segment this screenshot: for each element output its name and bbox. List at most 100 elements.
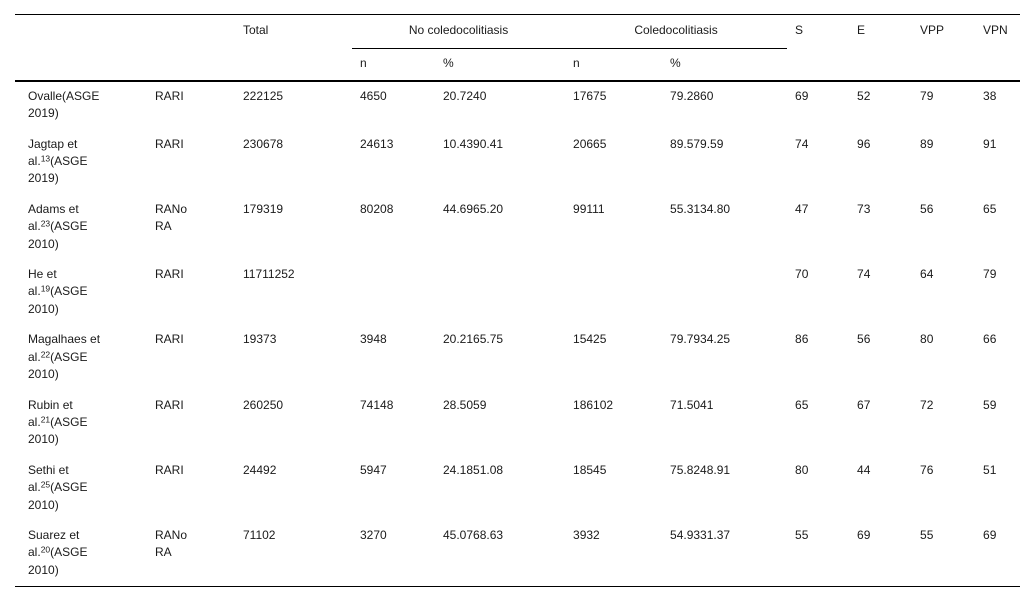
total-cell: 71102 bbox=[243, 527, 276, 542]
results-table: Total No coledocolitiasis Coledocolitias… bbox=[15, 14, 1021, 588]
no-n-cell: 5947 bbox=[360, 462, 387, 477]
vpp-cell: 56 bbox=[920, 201, 934, 216]
vpn-cell: 91 bbox=[983, 136, 997, 151]
vpp-cell: 64 bbox=[920, 267, 934, 282]
table-row: Sethi et al.25(ASGE 2010) RARI 24492 594… bbox=[15, 456, 1020, 521]
yes-n-cell: 20665 bbox=[573, 136, 607, 151]
type-cell: RARI bbox=[155, 267, 184, 282]
vpp-cell: 55 bbox=[920, 527, 934, 542]
study-superscript-ref: 25 bbox=[40, 479, 51, 490]
type-cell: RANo RA bbox=[155, 527, 188, 560]
vpn-cell: 65 bbox=[983, 201, 997, 216]
no-pct-cell: 20.2165.75 bbox=[443, 332, 504, 347]
s-cell: 47 bbox=[795, 201, 809, 216]
study-superscript-ref: 22 bbox=[40, 349, 51, 360]
empty-header-cell bbox=[787, 48, 850, 82]
s-cell: 74 bbox=[795, 136, 809, 151]
header-row-groups: Total No coledocolitiasis Coledocolitias… bbox=[15, 14, 1020, 50]
study-name: Adams et al. bbox=[28, 201, 79, 234]
s-cell: 70 bbox=[795, 267, 809, 282]
no-n-cell: 80208 bbox=[360, 201, 394, 216]
study-cell: He et al.19(ASGE 2010) bbox=[15, 260, 147, 325]
e-cell: 96 bbox=[857, 136, 871, 151]
yes-pct-cell: 71.5041 bbox=[670, 397, 714, 412]
no-n-cell: 74148 bbox=[360, 397, 394, 412]
study-cell: Sethi et al.25(ASGE 2010) bbox=[15, 456, 147, 521]
vpp-cell: 89 bbox=[920, 136, 934, 151]
s-cell: 65 bbox=[795, 397, 809, 412]
study-name-suffix: (ASGE 2010) bbox=[28, 284, 88, 316]
e-cell: 56 bbox=[857, 332, 871, 347]
e-cell: 44 bbox=[857, 462, 871, 477]
table-row: Magalhaes et al.22(ASGE 2010) RARI 19373… bbox=[15, 325, 1020, 390]
yes-pct-cell bbox=[662, 260, 787, 325]
table-row: Jagtap et al.13(ASGE 2019) RARI 230678 2… bbox=[15, 130, 1020, 195]
no-pct-cell: 45.0768.63 bbox=[443, 527, 504, 542]
vpp-cell: 79 bbox=[920, 88, 934, 103]
study-name-suffix: (ASGE 2010) bbox=[28, 219, 88, 251]
s-cell: 55 bbox=[795, 527, 809, 542]
yes-pct-cell: 79.7934.25 bbox=[670, 332, 731, 347]
yes-n-cell bbox=[565, 260, 662, 325]
study-name: Magalhaes et al. bbox=[28, 332, 101, 364]
type-cell: RARI bbox=[155, 462, 184, 477]
no-pct-cell: 44.6965.20 bbox=[443, 201, 504, 216]
type-cell: RARI bbox=[155, 332, 184, 347]
group-header-no-coledocolitiasis: No coledocolitiasis bbox=[352, 14, 566, 50]
study-name-suffix: (ASGE 2019) bbox=[28, 154, 88, 186]
subheader-no-pct: % bbox=[435, 48, 566, 82]
vpn-cell: 79 bbox=[983, 267, 997, 282]
study-name-suffix: (ASGE 2010) bbox=[28, 545, 88, 577]
yes-n-cell: 18545 bbox=[573, 462, 607, 477]
header-row-subcolumns: n % n % bbox=[15, 48, 1021, 82]
e-cell: 73 bbox=[857, 201, 871, 216]
vpn-cell: 51 bbox=[983, 462, 997, 477]
total-cell: 24492 bbox=[243, 462, 277, 477]
table-row: Rubin et al.21(ASGE 2010) RARI 260250 74… bbox=[15, 391, 1020, 456]
no-pct-cell: 20.7240 bbox=[443, 88, 487, 103]
s-cell: 69 bbox=[795, 88, 809, 103]
empty-header-cell bbox=[15, 15, 147, 49]
no-pct-cell: 10.4390.41 bbox=[443, 136, 504, 151]
study-cell: Jagtap et al.13(ASGE 2019) bbox=[15, 130, 147, 195]
table-row: Suarez et al.20(ASGE 2010) RANo RA 71102… bbox=[15, 521, 1020, 587]
total-cell: 11711252 bbox=[243, 267, 295, 282]
type-cell: RARI bbox=[155, 88, 184, 103]
yes-n-cell: 15425 bbox=[573, 332, 607, 347]
no-n-cell: 3270 bbox=[360, 527, 387, 542]
e-cell: 69 bbox=[857, 527, 871, 542]
empty-header-cell bbox=[15, 48, 147, 82]
study-name-suffix: (ASGE 2010) bbox=[28, 480, 88, 512]
study-name: Ovalle(ASGE 2019) bbox=[28, 88, 100, 121]
no-n-cell: 24613 bbox=[360, 136, 394, 151]
total-cell: 222125 bbox=[243, 88, 284, 103]
empty-header-cell bbox=[147, 48, 235, 82]
empty-header-cell bbox=[975, 48, 1021, 82]
study-name-suffix: (ASGE 2010) bbox=[28, 349, 88, 382]
type-cell: RARI bbox=[155, 397, 184, 412]
e-cell: 67 bbox=[857, 397, 871, 412]
empty-header-cell bbox=[147, 15, 235, 49]
empty-header-cell bbox=[235, 48, 352, 82]
subheader-no-n: n bbox=[352, 48, 435, 82]
no-pct-cell: 24.1851.08 bbox=[443, 462, 504, 477]
vpn-cell: 66 bbox=[983, 332, 997, 347]
s-cell: 86 bbox=[795, 332, 809, 347]
study-name: Rubin et al. bbox=[28, 397, 73, 429]
table-row: Adams et al.23(ASGE 2010) RANo RA 179319… bbox=[15, 195, 1020, 260]
study-cell: Magalhaes et al.22(ASGE 2010) bbox=[15, 325, 147, 390]
yes-pct-cell: 55.3134.80 bbox=[670, 201, 731, 216]
subheader-yes-pct: % bbox=[662, 48, 788, 82]
study-superscript-ref: 20 bbox=[40, 544, 51, 555]
subheader-yes-n: n bbox=[565, 48, 663, 82]
vpn-cell: 59 bbox=[983, 397, 997, 412]
study-superscript-ref: 23 bbox=[40, 218, 51, 229]
vpp-cell: 76 bbox=[920, 462, 934, 477]
yes-pct-cell: 75.8248.91 bbox=[670, 462, 731, 477]
no-n-cell: 3948 bbox=[360, 332, 387, 347]
vpn-cell: 38 bbox=[983, 88, 997, 103]
empty-header-cell bbox=[912, 48, 976, 82]
col-header-e: E bbox=[857, 23, 866, 37]
type-cell: RARI bbox=[155, 136, 184, 151]
yes-n-cell: 3932 bbox=[573, 527, 600, 542]
